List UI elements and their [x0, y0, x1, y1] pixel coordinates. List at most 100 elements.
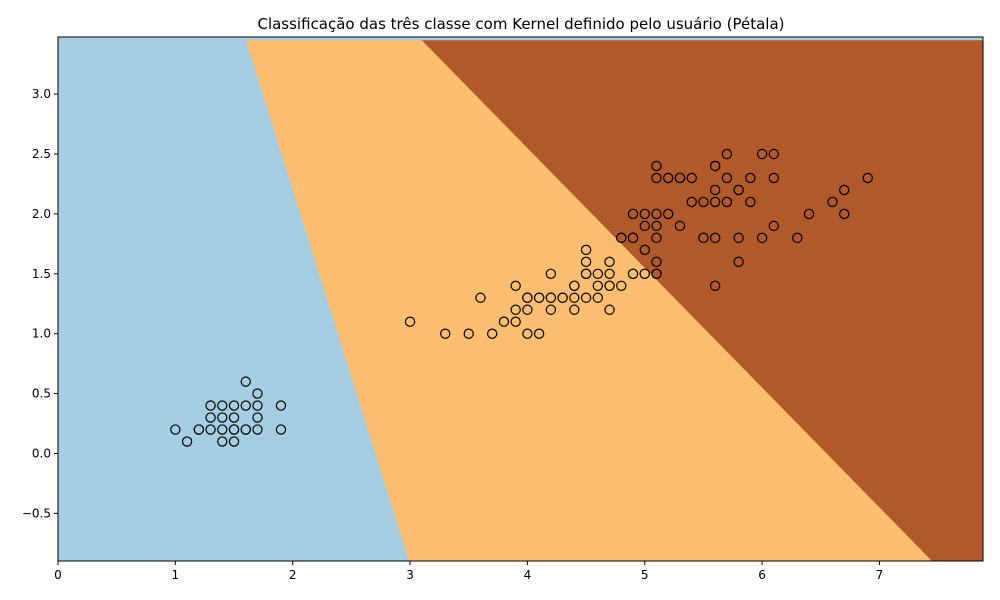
x-tick-label: 3 [406, 568, 414, 582]
data-point [663, 208, 674, 220]
data-point [217, 424, 228, 435]
data-point [663, 172, 674, 184]
data-point [768, 148, 780, 160]
data-point [545, 292, 557, 303]
data-point [792, 232, 803, 244]
data-point [709, 184, 721, 196]
data-point [733, 256, 744, 268]
data-point [627, 232, 639, 244]
data-point [404, 316, 416, 327]
data-point [181, 436, 193, 447]
data-point [756, 232, 768, 244]
x-tick-label: 7 [876, 568, 884, 582]
data-point [486, 328, 498, 339]
data-point [205, 412, 216, 423]
data-point [745, 196, 756, 208]
data-point [533, 292, 545, 303]
data-point [557, 292, 568, 303]
data-point [205, 424, 216, 435]
data-point [205, 400, 216, 411]
data-point [228, 400, 240, 411]
data-point [768, 172, 780, 184]
data-point [510, 280, 521, 291]
data-point [827, 196, 838, 208]
data-point [592, 268, 604, 279]
data-point [604, 268, 615, 279]
data-point [252, 388, 263, 399]
data-point [627, 208, 639, 220]
data-point [463, 328, 474, 339]
data-point [674, 172, 686, 184]
data-point [721, 172, 733, 184]
data-point [522, 304, 533, 315]
data-point [616, 232, 627, 244]
data-point [721, 196, 733, 208]
y-axis: −0.5 0.0 0.5 1.0 1.5 2.0 2.5 3.0 [22, 87, 58, 520]
data-point [651, 208, 662, 220]
data-point [709, 232, 721, 244]
data-point [733, 184, 744, 196]
chart-title: Classificação das três classe com Kernel… [257, 15, 784, 33]
data-point [510, 316, 521, 327]
data-point [240, 376, 251, 387]
data-point [745, 172, 756, 184]
decision-regions [58, 37, 983, 561]
data-point [228, 436, 240, 447]
data-point [604, 256, 615, 268]
data-point [252, 424, 263, 435]
x-tick-label: 4 [524, 568, 532, 582]
data-point [498, 316, 510, 327]
region-class-2 [421, 40, 983, 561]
y-tick-label: 2.5 [32, 147, 51, 161]
x-tick-label: 2 [289, 568, 297, 582]
y-tick-label: 3.0 [32, 87, 51, 101]
data-point [709, 196, 721, 208]
data-point [768, 220, 780, 232]
data-point [240, 424, 251, 435]
data-point [686, 172, 697, 184]
data-point [839, 208, 850, 220]
data-point [580, 256, 592, 268]
data-point [674, 220, 686, 232]
data-point [651, 220, 662, 232]
data-points [170, 148, 873, 447]
data-point [639, 220, 650, 232]
x-axis: 0 1 2 3 4 5 6 7 [54, 561, 883, 582]
data-point [217, 400, 228, 411]
data-point [651, 256, 662, 268]
data-point [569, 280, 580, 291]
data-point [569, 304, 580, 315]
data-point [580, 292, 592, 303]
data-point [522, 328, 533, 339]
data-point [592, 292, 604, 303]
data-point [721, 148, 733, 160]
x-tick-label: 0 [54, 568, 62, 582]
y-tick-label: 1.5 [32, 267, 51, 281]
data-point [569, 292, 580, 303]
data-point [170, 424, 181, 435]
y-tick-label: −0.5 [22, 506, 51, 520]
data-point [639, 244, 650, 256]
x-tick-label: 5 [641, 568, 649, 582]
x-tick-label: 1 [172, 568, 180, 582]
data-point [228, 424, 240, 435]
data-point [217, 412, 228, 423]
data-point [522, 292, 533, 303]
data-point [651, 172, 662, 184]
data-point [839, 184, 850, 196]
plot-frame [57, 36, 984, 562]
data-point [627, 268, 639, 279]
data-point [252, 400, 263, 411]
data-point [604, 280, 615, 291]
y-tick-label: 2.0 [32, 207, 51, 221]
y-tick-label: 0.0 [32, 447, 51, 461]
y-tick-label: 0.5 [32, 387, 51, 401]
data-point [651, 232, 662, 244]
data-point [252, 412, 263, 423]
data-point [686, 196, 697, 208]
data-point [193, 424, 205, 435]
x-tick-label: 6 [758, 568, 766, 582]
data-point [228, 412, 240, 423]
y-tick-label: 1.0 [32, 327, 51, 341]
data-point [756, 148, 768, 160]
